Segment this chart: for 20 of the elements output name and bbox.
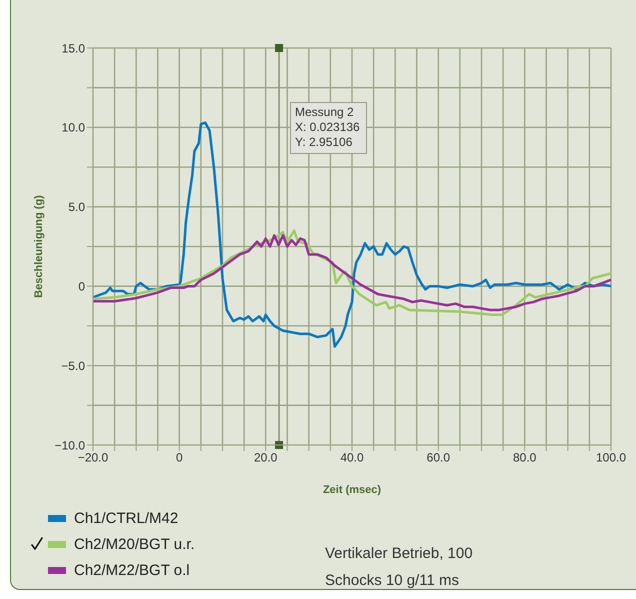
text: Vertikaler Betrieb, 100 Schocks 10 g/11 ms	[325, 544, 473, 591]
x-tick-label: 80.0	[512, 450, 537, 465]
y-axis-title: Beschleunigung (g)	[32, 194, 45, 298]
x-tick-label: 40.0	[340, 450, 364, 465]
legend-label: Ch2/M22/BGT o.l	[74, 562, 190, 578]
x-tick-label: 100.0	[596, 450, 626, 465]
y-tick-label: 0	[78, 279, 86, 294]
x-tick-label: −20.0	[78, 450, 108, 465]
y-tick-label: 5.0	[68, 200, 86, 214]
x-tick-label: 60.0	[426, 450, 450, 465]
annotation: Messung 2 X: 0.023136 Y: 2.95106	[290, 102, 367, 154]
y-tick-label: −10.0	[54, 438, 86, 452]
y-tick-label: 15.0	[62, 41, 86, 56]
legend-label: Ch2/M20/BGT u.r.	[74, 536, 195, 552]
legend-label: Ch1/CTRL/M42	[74, 510, 178, 526]
x-tick-label: 20.0	[254, 450, 278, 465]
y-tick-label: −5.0	[61, 358, 86, 373]
x-axis-title: Zeit (msec)	[322, 484, 382, 496]
y-tick-label: 10.0	[62, 120, 86, 135]
x-tick-label: 0	[176, 450, 183, 465]
